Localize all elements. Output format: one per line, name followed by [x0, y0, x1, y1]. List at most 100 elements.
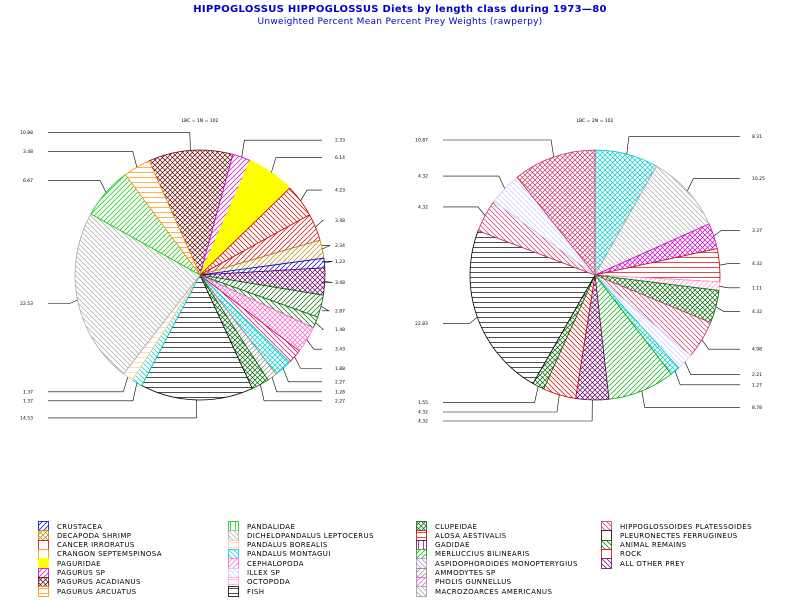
leader-line: [320, 306, 330, 312]
leader-line: [322, 245, 331, 250]
legend-swatch: [416, 586, 427, 597]
legend-label: PAGURUS ARCUATUS: [57, 587, 137, 596]
leader-line: [443, 316, 478, 324]
legend-label: PHOLIS GUNNELLUS: [435, 578, 512, 587]
legend-label: CRUSTACEA: [57, 522, 103, 531]
leader-line: [719, 285, 740, 289]
leader-line: [282, 368, 322, 383]
legend-label: PLEURONECTES FERRUGINEUS: [620, 531, 738, 540]
chart-subtitle: Unweighted Percent Mean Percent Prey Wei…: [257, 17, 543, 27]
leader-line: [715, 306, 740, 312]
slice-value-label: 1.55: [418, 400, 428, 406]
leader-line: [315, 322, 324, 330]
slice-value-label: 4.32: [752, 261, 762, 267]
leader-line: [719, 263, 740, 266]
slice-value-label: 2.87: [335, 308, 345, 314]
slice-value-label: 2.21: [752, 372, 762, 378]
slice-value-label: 1.88: [335, 366, 345, 372]
legend-label: ANIMAL REMAINS: [620, 541, 687, 550]
legend-label: PANDALUS BOREALIS: [247, 541, 328, 550]
leader-line: [306, 339, 322, 350]
legend-label: PAGURIDAE: [57, 559, 101, 568]
legend: CRUSTACEA DECAPODA SHRIMP CANCER IRRORATUS…: [38, 521, 798, 597]
legend-label: ALL OTHER PREY: [620, 559, 685, 568]
legend-label: PAGURUS SP: [57, 569, 106, 577]
leader-line: [48, 382, 138, 402]
pie-slice: [516, 149, 596, 277]
slice-value-label: 1.37: [23, 398, 33, 404]
pie-charts-canvas: LBC = 1N = 102 2.33 6.14 4.23 3.48 2.34 1.23 3.…: [20, 118, 765, 425]
chart-title: HIPPOGLOSSUS HIPPOGLOSSUS Diets by lengt…: [0, 4, 800, 15]
leader-line: [684, 361, 740, 375]
slice-value-label: 3.37: [752, 228, 762, 234]
legend-swatch: [38, 586, 49, 597]
slice-value-label: 2.27: [335, 379, 345, 385]
legend-label: DICHELOPANDALUS LEPTOCERUS: [247, 531, 374, 540]
legend-label: GADIDAE: [435, 541, 470, 550]
legend-label: CLUPEIDAE: [435, 522, 478, 531]
legend-label: PANDALUS MONTAGUI: [247, 550, 331, 559]
leader-line: [443, 394, 560, 413]
legend-label: HIPPOGLOSSOIDES PLATESSOIDES: [620, 522, 752, 531]
leader-line: [443, 139, 554, 158]
pie-n-label: LBC = 1N = 102: [182, 118, 219, 124]
leader-line: [701, 339, 740, 350]
slice-value-label: 4.98: [752, 347, 762, 353]
leader-line: [48, 180, 107, 193]
slice-value-label: 14.53: [20, 415, 33, 421]
leader-line: [48, 399, 197, 419]
slice-value-label: 3.48: [335, 218, 345, 224]
legend-label: FISH: [247, 587, 265, 596]
pie-slice: [124, 160, 201, 276]
title-rest: Diets by length class during 1973—80: [382, 4, 607, 15]
slice-value-label: 1.37: [23, 389, 33, 395]
pie-slice: [594, 165, 710, 276]
slice-value-label: 1.11: [752, 285, 762, 291]
legend-label: PAGURUS ACADIANUS: [57, 578, 141, 587]
slice-value-label: 3.48: [335, 280, 345, 286]
pie-slice: [469, 230, 596, 385]
leader-line: [626, 136, 740, 155]
legend-label: PANDALIDAE: [247, 522, 296, 531]
slice-value-label: 22.83: [415, 321, 428, 327]
slice-value-label: 4.32: [418, 419, 428, 425]
slice-value-label: 4.23: [335, 188, 345, 194]
slice-value-label: 4.32: [418, 204, 428, 210]
leader-line: [674, 370, 740, 386]
legend-label: ALOSA AESTIVALIS: [435, 531, 507, 540]
leader-line: [260, 384, 322, 402]
legend-label: MERLUCCIUS BILINEARIS: [435, 550, 530, 559]
slice-value-label: 4.32: [418, 410, 428, 416]
slice-value-label: 1.48: [335, 327, 345, 333]
leader-line: [48, 151, 138, 168]
slice-value-label: 4.32: [752, 309, 762, 315]
legend-label: ROCK: [620, 550, 642, 559]
slice-value-label: 3.48: [23, 149, 33, 155]
pie-chart-lbc2: LBC = 2N = 102 8.31 10.25 3.37 4.32 1.11 4.32 4…: [415, 118, 765, 425]
legend-label: AMMODYTES SP: [435, 569, 496, 577]
slice-value-label: 8.78: [752, 405, 762, 411]
leader-line: [241, 139, 322, 158]
leader-line: [300, 189, 322, 201]
leader-line: [48, 132, 191, 151]
leader-line: [641, 390, 740, 408]
leader-line: [322, 260, 333, 264]
legend-label: OCTOPODA: [247, 578, 291, 587]
legend-item: ALL OTHER PREY: [601, 558, 685, 570]
leader-line: [713, 230, 740, 237]
pie-chart-lbc1: LBC = 1N = 102 2.33 6.14 4.23 3.48 2.34 1.23 3.…: [20, 118, 345, 421]
slice-value-label: 4.32: [418, 174, 428, 180]
leader-line: [48, 377, 129, 393]
slice-value-label: 10.87: [415, 138, 428, 144]
leader-line: [48, 299, 78, 304]
slice-value-label: 8.31: [752, 134, 762, 140]
slice-value-label: 22.53: [20, 301, 33, 307]
slice-value-label: 10.25: [752, 176, 765, 182]
slice-value-label: 1.27: [752, 382, 762, 388]
legend-item: MACROZOARCES AMERICANUS: [416, 586, 552, 597]
leader-line: [443, 175, 505, 189]
slice-value-label: 2.34: [335, 243, 345, 249]
legend-swatch: [601, 558, 612, 570]
leader-line: [271, 157, 322, 173]
legend-label: MACROZOARCES AMERICANUS: [435, 587, 553, 596]
